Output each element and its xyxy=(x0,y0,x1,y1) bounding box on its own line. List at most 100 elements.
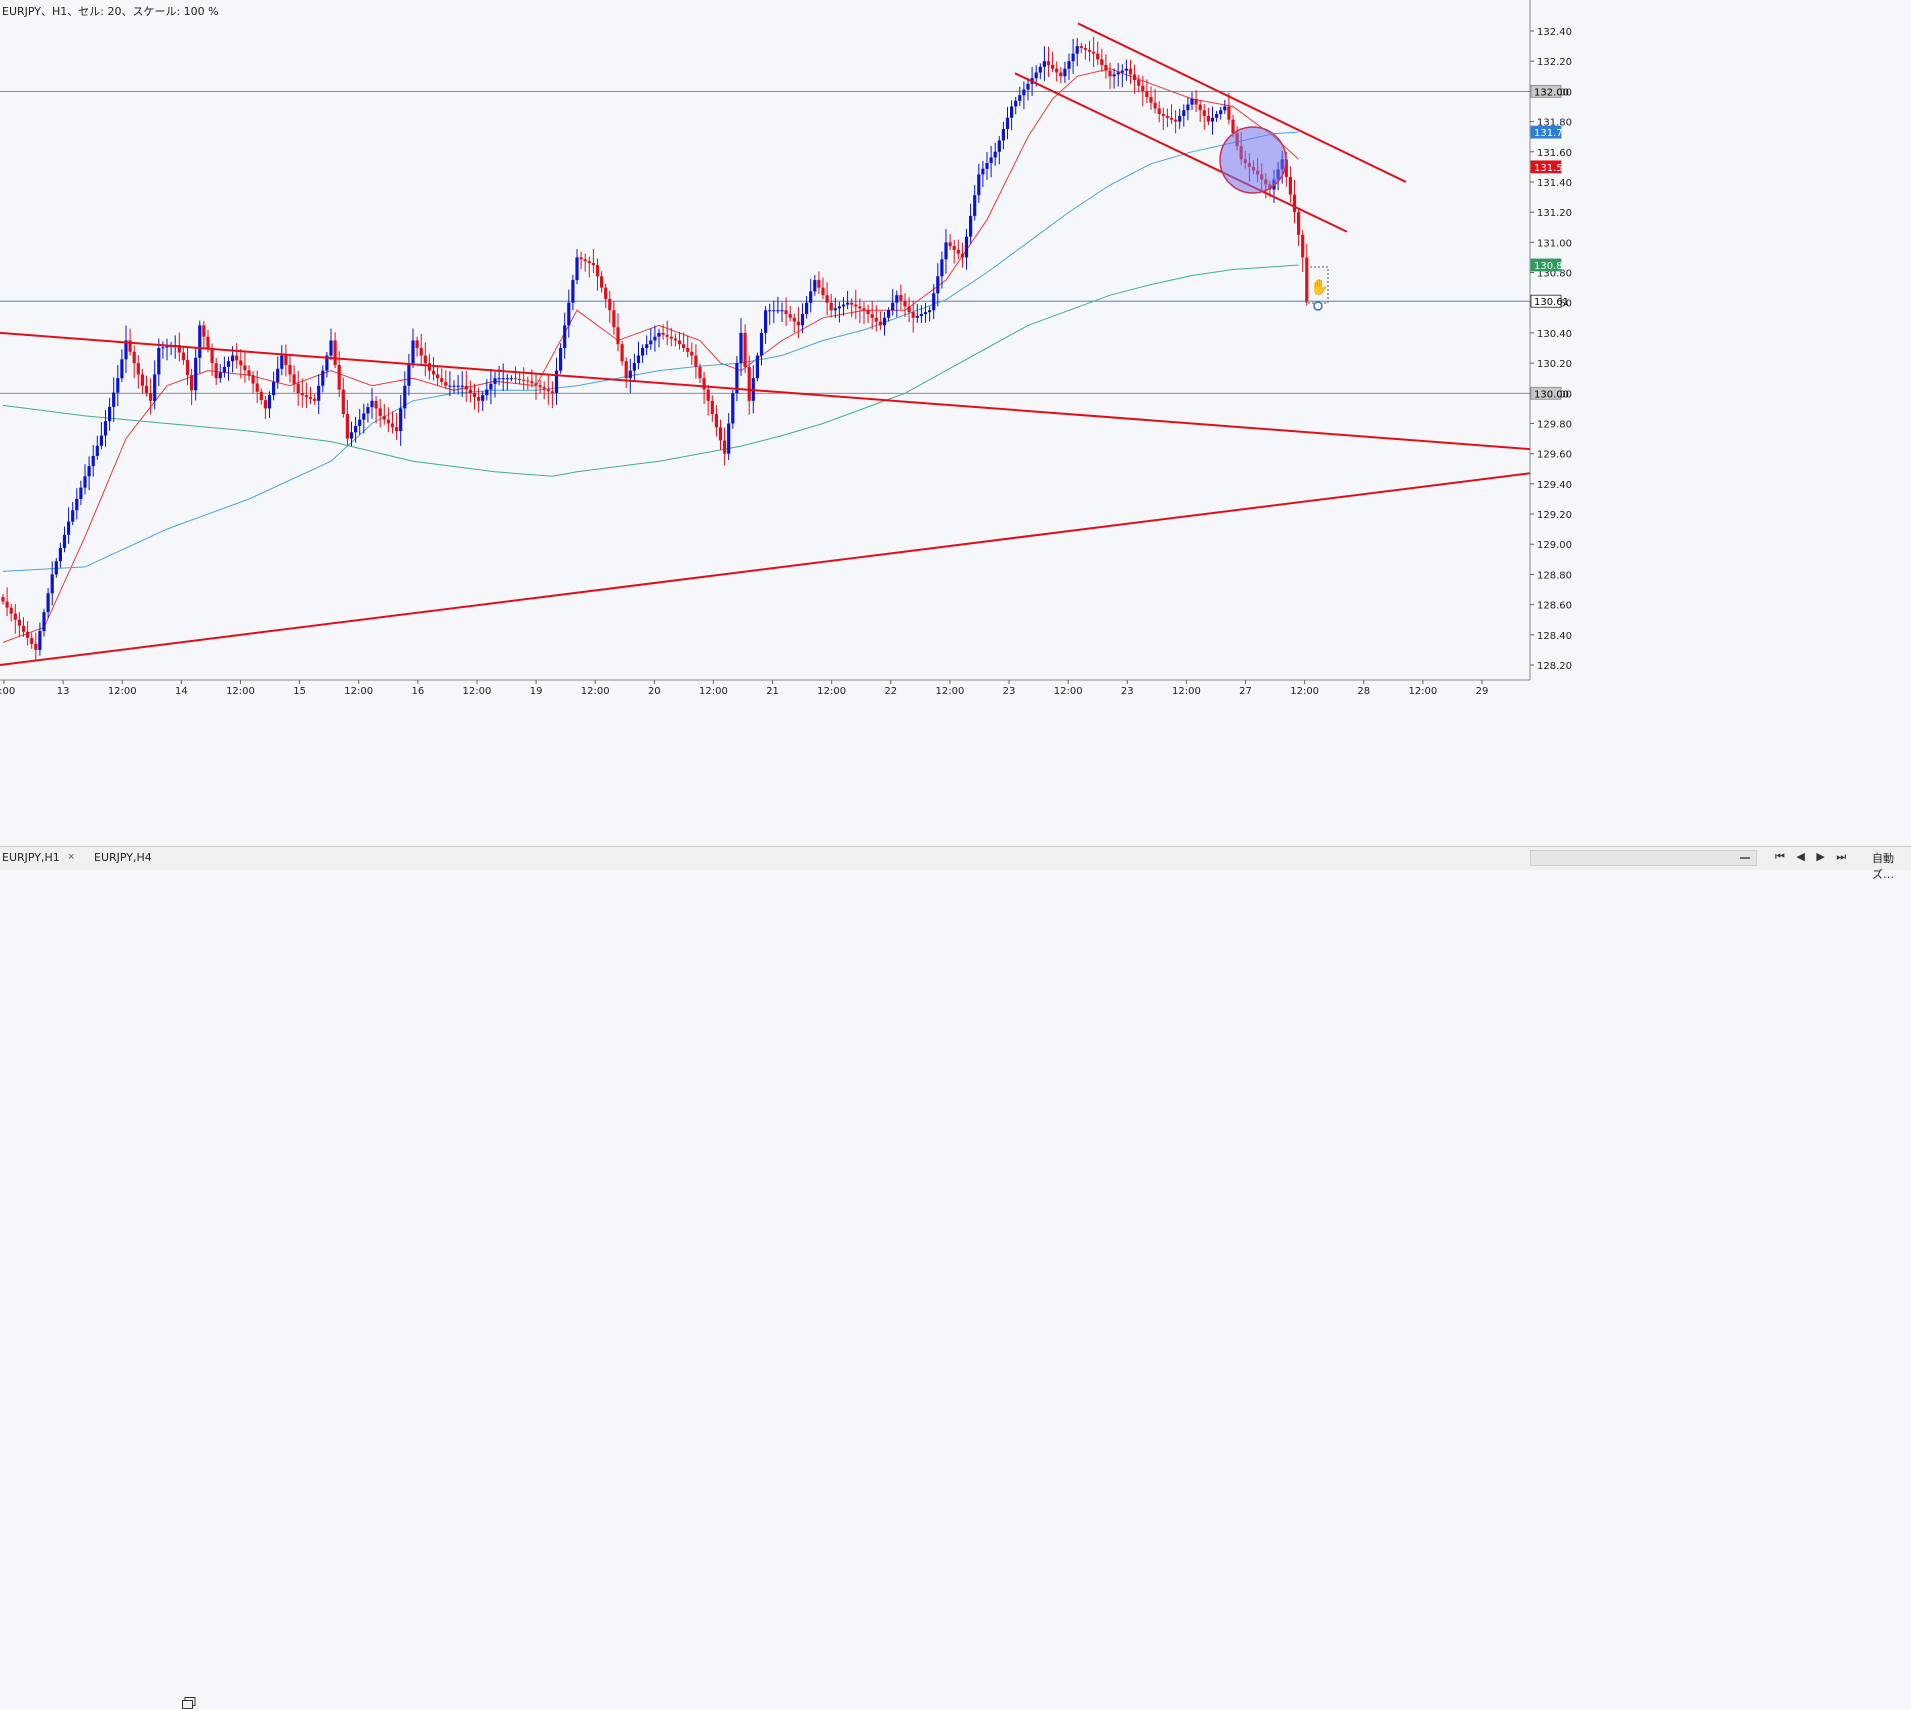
candle-body xyxy=(132,351,136,364)
thumbs-down-icon[interactable]: ✋ xyxy=(1305,266,1329,311)
candlestick-chart[interactable]: ✋ 132.40132.20132.00131.80131.60131.4013… xyxy=(0,0,1911,846)
moving-average-line xyxy=(2,68,1299,643)
candle-body xyxy=(1022,89,1026,96)
time-tick-label: 12:00 xyxy=(344,686,373,697)
candle-body xyxy=(235,355,239,361)
candle-body xyxy=(874,317,878,322)
candle-body xyxy=(472,393,477,398)
candle-body xyxy=(1042,61,1046,67)
candle-body xyxy=(403,385,407,409)
candle-body xyxy=(530,381,534,384)
time-tick-label: 15 xyxy=(293,686,306,697)
candle-body xyxy=(399,408,403,432)
candle-body xyxy=(181,352,185,361)
candle-body xyxy=(185,360,190,376)
price-tick-label: 131.00 xyxy=(1537,238,1572,249)
candle-body xyxy=(739,332,743,364)
candle-body xyxy=(1128,68,1133,75)
candle-body xyxy=(165,346,169,348)
candle-body xyxy=(83,476,87,488)
candle-body xyxy=(231,355,235,362)
candle-body xyxy=(653,336,657,341)
scroll-minus-icon[interactable] xyxy=(1738,852,1752,864)
candle-body xyxy=(612,310,616,328)
moving-average-line xyxy=(2,264,1299,477)
candle-body xyxy=(522,379,526,381)
chart-nav-buttons[interactable]: ⏮ ◀ ▶ ⏭ xyxy=(1775,850,1851,863)
candle-body xyxy=(280,355,284,369)
candle-body xyxy=(1055,68,1059,73)
candle-body xyxy=(1026,83,1030,90)
candle-body xyxy=(390,423,395,428)
tab-close-icon[interactable]: × xyxy=(68,851,75,863)
candle-body xyxy=(657,332,661,337)
candle-body xyxy=(702,378,706,390)
candle-body xyxy=(768,310,772,312)
plot-background xyxy=(0,0,1911,846)
candle-body xyxy=(878,321,882,326)
price-axis: 132.40 132.20 132.00 131.80 131.60 131.40 131.… xyxy=(1530,27,1572,672)
candle-body xyxy=(161,347,165,349)
candle-body xyxy=(1284,159,1288,177)
candle-body xyxy=(308,397,313,399)
trendlines[interactable] xyxy=(0,22,1531,666)
price-label-box xyxy=(1530,125,1562,139)
candle-body xyxy=(723,440,727,454)
price-label-box xyxy=(1530,160,1562,174)
candle-body xyxy=(444,381,448,386)
candle-body xyxy=(206,336,210,348)
candle-body xyxy=(1108,70,1112,77)
price-tick-label: 129.80 xyxy=(1537,419,1572,430)
candle-body xyxy=(948,242,952,247)
candle-body xyxy=(616,327,620,345)
candle-body xyxy=(776,310,780,312)
candle-body xyxy=(575,257,579,281)
candle-body xyxy=(415,340,419,348)
candle-body xyxy=(436,374,440,379)
time-tick-label: 12:00 xyxy=(226,686,255,697)
candle-body xyxy=(1169,117,1174,120)
candle-body xyxy=(887,310,891,318)
candle-body xyxy=(534,383,538,386)
candle-body xyxy=(813,280,817,292)
candle-body xyxy=(124,340,128,360)
candle-body xyxy=(940,259,944,277)
time-tick-label: 21 xyxy=(766,686,779,697)
candle-body xyxy=(17,619,21,626)
horizontal-scrollbar[interactable] xyxy=(1530,850,1757,866)
candle-body xyxy=(144,385,149,394)
price-tick-label: 129.60 xyxy=(1537,450,1572,461)
candle-body xyxy=(645,344,649,348)
candle-body xyxy=(313,398,317,401)
candle-body xyxy=(928,310,932,313)
candle-body xyxy=(157,348,161,375)
price-tick-label: 128.40 xyxy=(1537,631,1572,642)
tab-eurjpy-h1[interactable]: EURJPY,H1 xyxy=(2,851,60,864)
candle-body xyxy=(103,421,108,436)
candle-body xyxy=(1288,176,1292,195)
candle-body xyxy=(140,374,144,386)
candle-body xyxy=(337,364,341,390)
candle-body xyxy=(718,427,723,441)
candle-body xyxy=(1215,114,1219,118)
tab-eurjpy-h4[interactable]: EURJPY,H4 xyxy=(94,851,152,864)
candle-body xyxy=(973,195,977,216)
candle-body xyxy=(300,393,304,396)
candle-body xyxy=(464,385,468,390)
auto-scroll-button[interactable]: 自動ズ… xyxy=(1872,852,1894,881)
candle-body xyxy=(259,391,263,401)
candle-body xyxy=(226,361,231,367)
candle-body xyxy=(272,381,276,396)
candle-body xyxy=(821,287,825,296)
candle-body xyxy=(5,601,9,608)
candle-body xyxy=(1165,115,1169,118)
candle-body xyxy=(38,631,42,650)
candle-body xyxy=(1071,53,1075,62)
price-label-text: 131.73 xyxy=(1534,128,1569,139)
candle-body xyxy=(247,370,251,376)
candle-body xyxy=(427,363,431,371)
candle-body xyxy=(26,631,30,638)
trendline xyxy=(1077,22,1407,183)
window-icon[interactable] xyxy=(182,1697,196,1709)
candle-body xyxy=(764,310,768,333)
